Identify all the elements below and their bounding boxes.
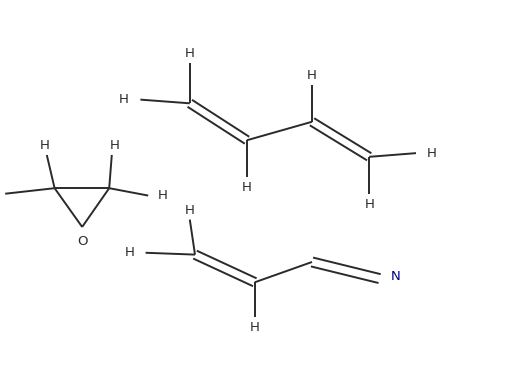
- Text: O: O: [77, 235, 87, 248]
- Text: H: H: [125, 246, 135, 259]
- Text: H: H: [185, 47, 194, 60]
- Text: H: H: [40, 139, 49, 152]
- Text: H: H: [250, 321, 259, 334]
- Text: H: H: [158, 189, 167, 202]
- Text: H: H: [110, 139, 119, 152]
- Text: H: H: [242, 181, 252, 194]
- Text: H: H: [307, 69, 317, 82]
- Text: N: N: [391, 270, 400, 283]
- Text: H: H: [119, 93, 128, 106]
- Text: H: H: [365, 197, 374, 211]
- Text: H: H: [427, 146, 436, 160]
- Text: H: H: [185, 204, 194, 217]
